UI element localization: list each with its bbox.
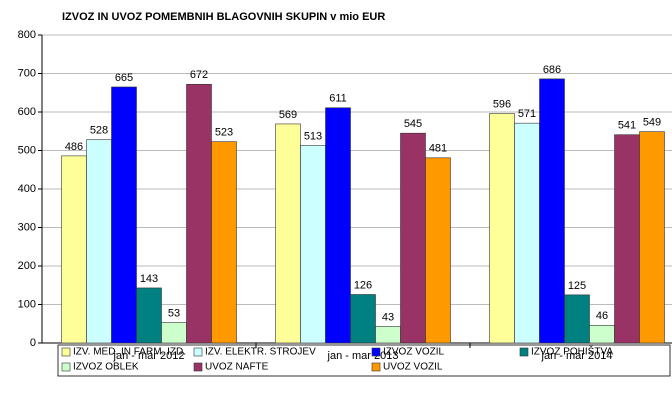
data-label: 545 <box>404 118 422 130</box>
bar <box>211 141 237 344</box>
bar <box>489 113 515 344</box>
y-tick-label: 700 <box>18 67 36 79</box>
data-label: 541 <box>618 120 636 132</box>
x-tick-label: jan - mar 2014 <box>541 350 613 362</box>
x-tick-label: jan - mar 2012 <box>113 350 185 362</box>
bar <box>186 83 212 344</box>
bar <box>539 78 565 344</box>
data-label: 569 <box>279 109 297 121</box>
y-tick-label: 500 <box>18 144 36 156</box>
bar <box>400 132 426 344</box>
data-label: 481 <box>429 143 447 155</box>
chart-title: IZVOZ IN UVOZ POMEMBNIH BLAGOVNIH SKUPIN… <box>62 11 385 23</box>
data-label: 611 <box>329 93 347 105</box>
data-label: 571 <box>518 108 536 120</box>
legend-box <box>57 344 671 377</box>
data-label: 143 <box>140 273 158 285</box>
legend-swatch <box>519 347 529 357</box>
bar <box>86 139 112 344</box>
bar <box>111 86 137 344</box>
data-label: 126 <box>354 279 372 291</box>
legend-label: IZV. MED. IN FARM. IZD. <box>73 347 186 358</box>
legend-swatch <box>371 347 381 357</box>
data-label: 125 <box>568 280 586 292</box>
bar <box>161 322 187 344</box>
data-label: 528 <box>90 125 108 137</box>
legend-label: UVOZ VOZIL <box>383 362 443 373</box>
legend-label: IZV. ELEKTR. STROJEV <box>205 347 316 358</box>
bar <box>639 131 665 344</box>
data-label: 665 <box>115 72 133 84</box>
y-tick-label: 200 <box>18 260 36 272</box>
bar <box>325 107 351 344</box>
bar <box>564 294 590 344</box>
bar <box>375 326 401 344</box>
legend-label: IZVOZ VOZIL <box>383 347 445 358</box>
y-tick-label: 100 <box>18 298 36 310</box>
bar <box>425 157 451 344</box>
legend-swatch <box>193 362 203 372</box>
data-label: 523 <box>215 127 233 139</box>
data-label: 672 <box>190 69 208 81</box>
legend-label: UVOZ NAFTE <box>205 362 269 373</box>
y-tick-label: 800 <box>18 29 36 41</box>
bar <box>514 122 540 344</box>
data-label: 53 <box>168 308 180 320</box>
data-label: 549 <box>643 117 661 129</box>
bar <box>61 155 87 344</box>
bar <box>136 287 162 344</box>
legend-label: IZVOZ OBLEK <box>73 362 139 373</box>
y-tick-label: 600 <box>18 106 36 118</box>
bar <box>589 324 615 344</box>
bar <box>300 145 326 344</box>
data-label: 513 <box>304 130 322 142</box>
legend-swatch <box>61 347 71 357</box>
data-label: 486 <box>65 141 83 153</box>
data-label: 596 <box>493 98 511 110</box>
bar <box>275 123 301 344</box>
data-label: 46 <box>596 310 608 322</box>
y-tick-label: 0 <box>30 337 36 349</box>
bar <box>350 294 376 344</box>
bar <box>614 134 640 344</box>
y-tick-label: 300 <box>18 221 36 233</box>
y-tick-label: 400 <box>18 183 36 195</box>
legend-label: IZVOZ POHIŠTVA <box>531 345 613 358</box>
data-label: 43 <box>382 311 394 323</box>
x-tick-label: jan - mar 2013 <box>327 350 399 362</box>
legend-swatch <box>371 362 381 372</box>
data-label: 686 <box>543 64 561 76</box>
legend-swatch <box>193 347 203 357</box>
legend-swatch <box>61 362 71 372</box>
